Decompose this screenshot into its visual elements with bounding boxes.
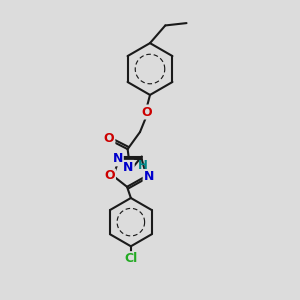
Text: N: N xyxy=(123,161,134,174)
Text: Cl: Cl xyxy=(124,252,137,265)
Text: O: O xyxy=(104,169,115,182)
Text: H: H xyxy=(137,159,147,172)
Text: O: O xyxy=(104,132,114,145)
Text: O: O xyxy=(141,106,152,118)
Text: N: N xyxy=(144,170,154,183)
Text: N: N xyxy=(112,152,123,165)
